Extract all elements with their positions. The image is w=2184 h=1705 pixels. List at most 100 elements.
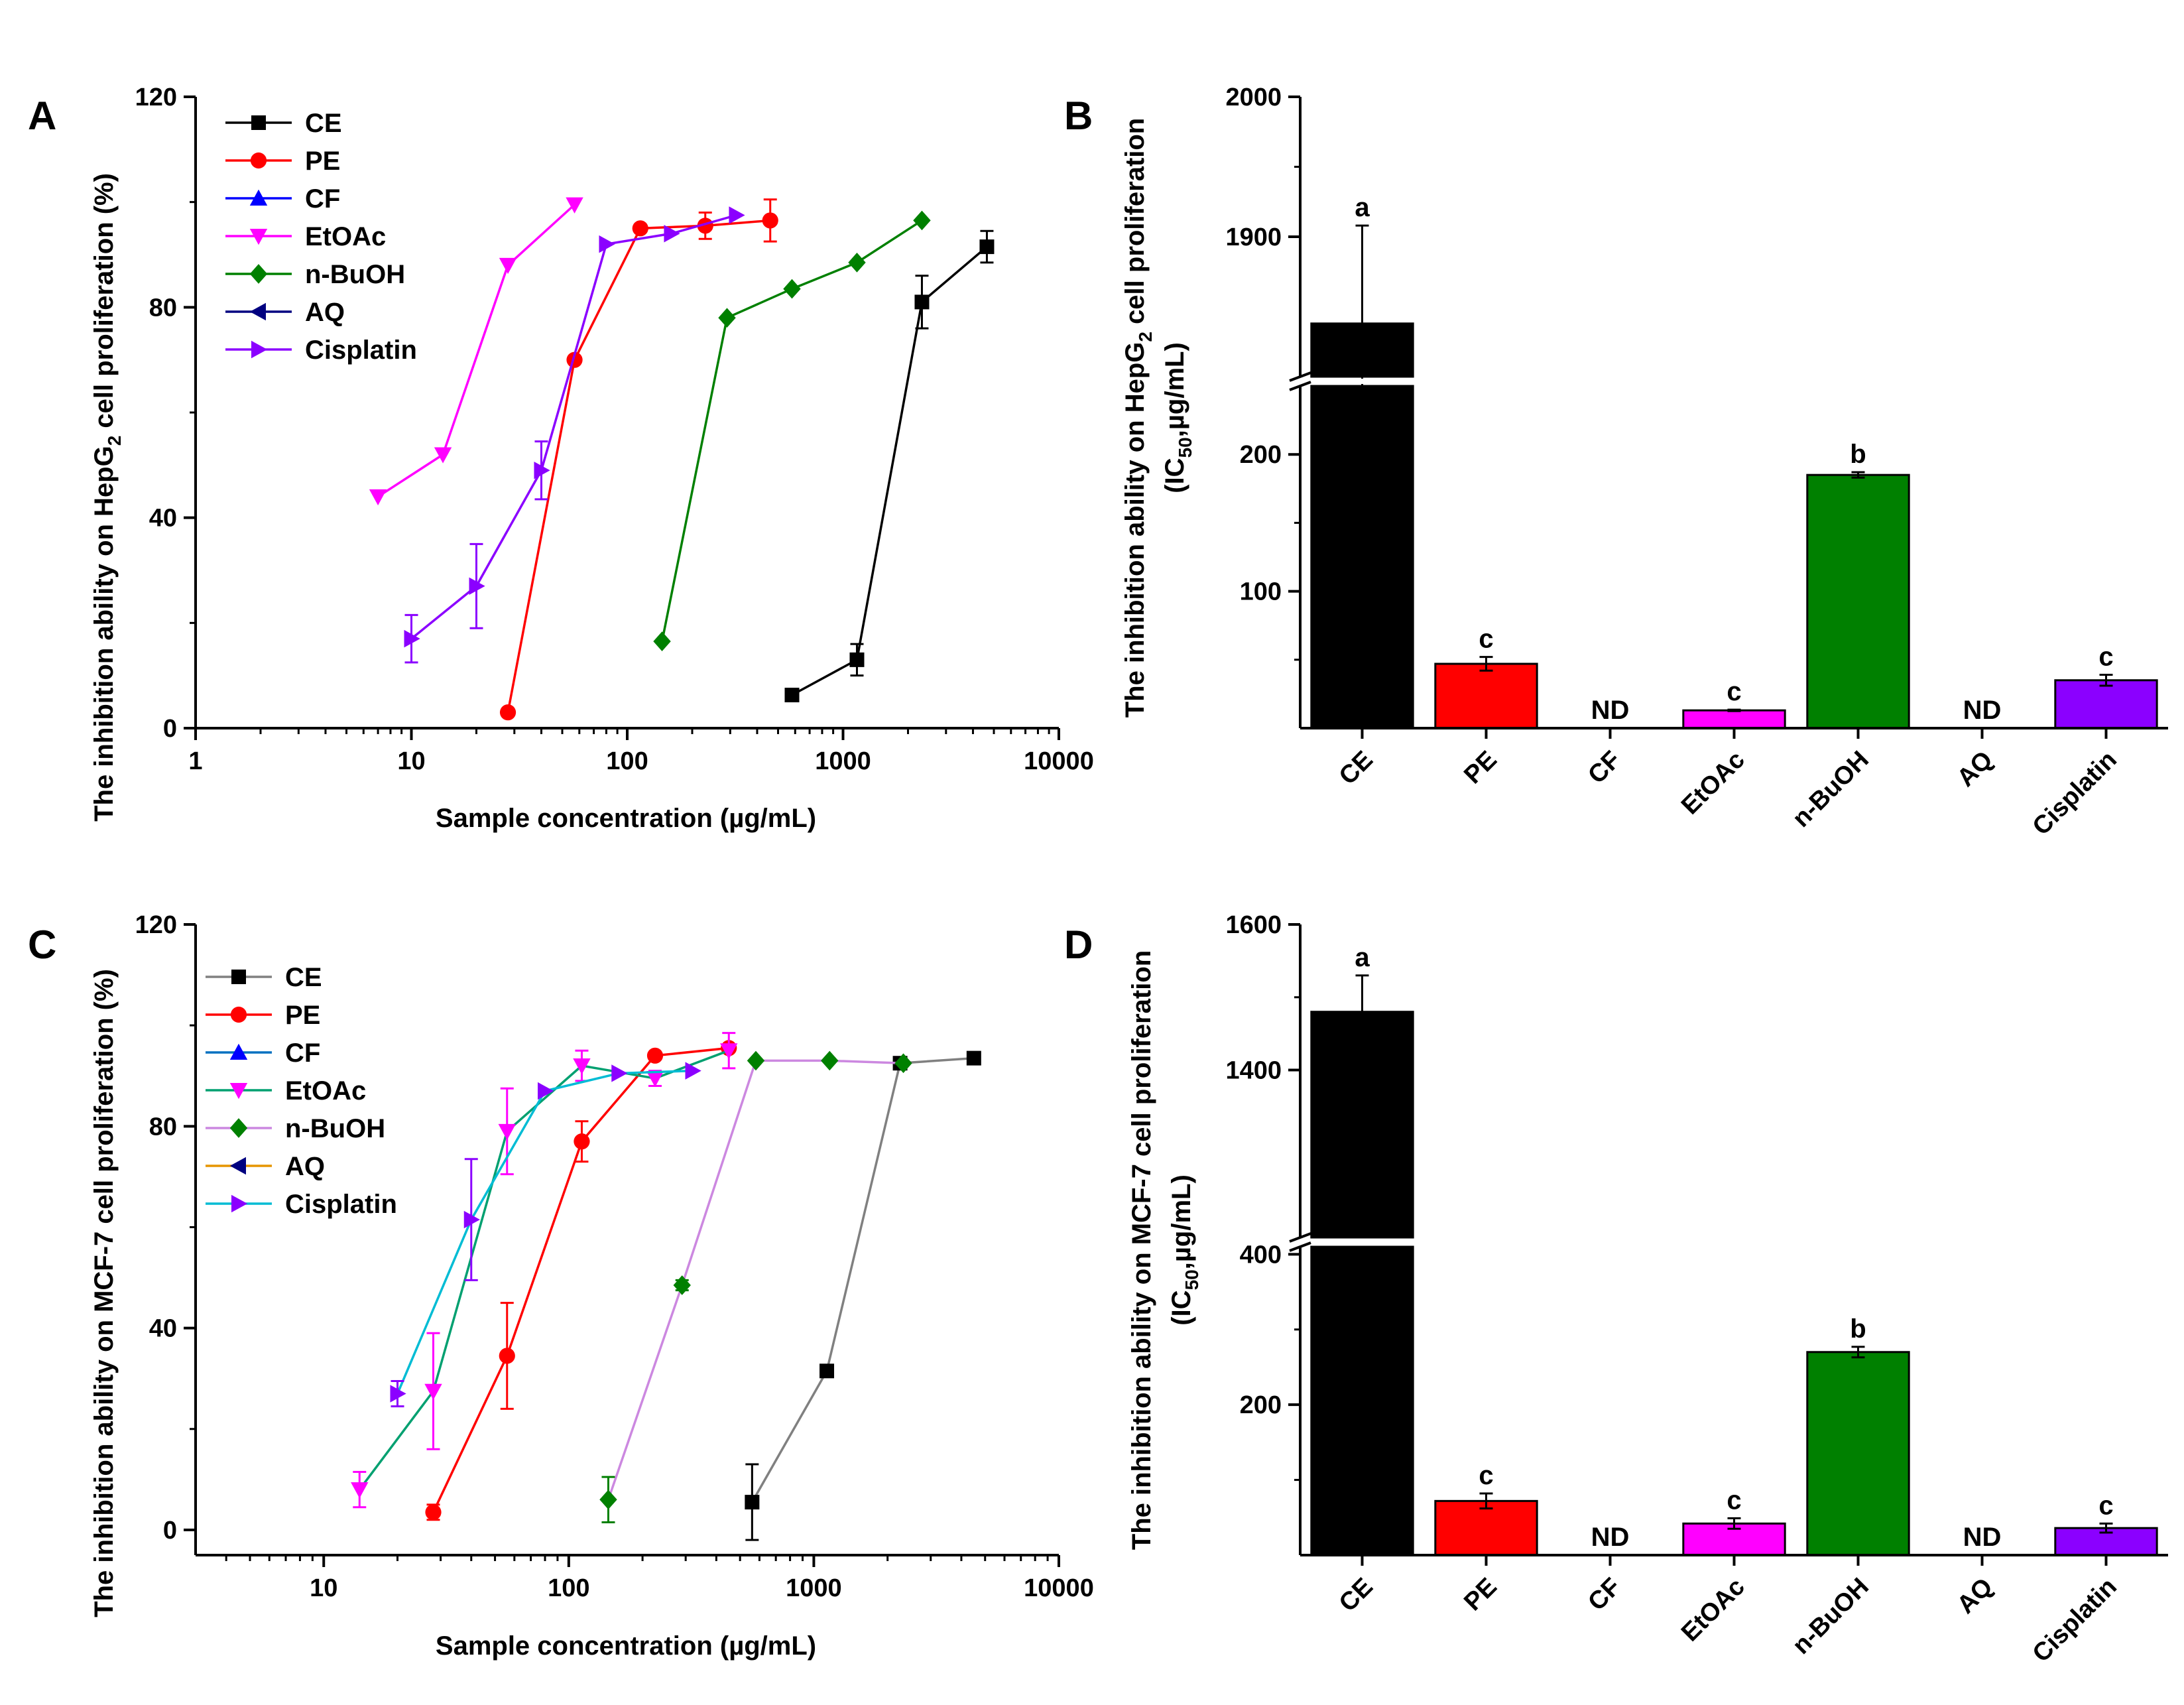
legend-marker-n-buoh	[229, 1118, 248, 1138]
panel-c-line-chart: C The inhibition ability on MCF-7 cell p…	[28, 911, 1094, 1661]
panel-c-label: C	[28, 922, 56, 967]
legend-label-etoac: EtOAc	[285, 1076, 366, 1105]
x-tick-label-ce: CE	[1334, 1573, 1378, 1617]
data-point-pe	[632, 220, 648, 237]
legend-marker-ce	[251, 115, 266, 130]
x-tick-label: 1000	[786, 1574, 842, 1602]
x-tick-label-aq: AQ	[1952, 1573, 1998, 1619]
nd-label-cf: ND	[1591, 696, 1630, 725]
panel-d-bar-chart: D The inhibition ability on MCF-7 cell p…	[1064, 911, 2168, 1668]
legend-label-n-buoh: n-BuOH	[285, 1114, 385, 1143]
y-tick-label: 40	[149, 1315, 177, 1343]
bar-etoac	[1682, 709, 1786, 729]
significance-label-ce: a	[1355, 193, 1370, 222]
series-line-cisplatin	[410, 214, 737, 640]
y-tick-label: 0	[163, 715, 177, 743]
legend-marker-etoac	[249, 229, 268, 245]
legend-marker-aq	[229, 1157, 246, 1175]
series-line-pe	[507, 219, 770, 713]
data-point-cisplatin	[664, 225, 680, 243]
y-tick-label: 1600	[1225, 911, 1282, 939]
data-point-cisplatin	[729, 206, 745, 224]
legend-marker-pe	[230, 1006, 247, 1023]
legend-marker-etoac	[229, 1083, 248, 1100]
significance-label-cisplatin: c	[2098, 1491, 2113, 1520]
data-point-pe	[762, 212, 778, 229]
significance-label-ce: a	[1355, 943, 1370, 972]
data-point-n-buoh	[599, 1489, 617, 1510]
legend-marker-n-buoh	[249, 264, 268, 284]
nd-label-aq: ND	[1963, 1523, 2002, 1552]
panel-b-ylabel-line2: (IC50,µg/mL)	[1160, 342, 1195, 493]
significance-label-etoac: c	[1727, 677, 1741, 706]
data-point-etoac	[351, 1482, 369, 1499]
legend-label-ce: CE	[305, 109, 342, 138]
data-point-cisplatin	[599, 235, 615, 253]
y-tick-label: 100	[1240, 578, 1282, 606]
y-tick-label: 200	[1240, 441, 1282, 469]
axis-break-mark	[1289, 1241, 1311, 1252]
data-point-ce	[966, 1050, 981, 1066]
data-point-cisplatin	[390, 1385, 406, 1403]
y-tick-label: 1400	[1225, 1057, 1282, 1085]
panel-a-xlabel: Sample concentration (µg/mL)	[436, 804, 816, 833]
x-tick-label-n-buoh: n-BuOH	[1788, 746, 1874, 833]
legend-marker-cisplatin	[251, 340, 268, 359]
legend-label-cf: CF	[285, 1039, 320, 1068]
significance-label-n-buoh: b	[1850, 440, 1866, 469]
data-point-etoac	[434, 447, 452, 464]
significance-label-n-buoh: b	[1850, 1314, 1866, 1344]
data-point-n-buoh	[718, 308, 736, 328]
data-point-cisplatin	[538, 1082, 554, 1100]
data-point-n-buoh	[747, 1050, 765, 1071]
x-tick-label-ce: CE	[1334, 746, 1378, 790]
data-point-ce	[914, 294, 930, 310]
axis-break-mark	[1289, 371, 1311, 382]
x-tick-label-cisplatin: Cisplatin	[2028, 746, 2122, 841]
y-tick-label: 120	[135, 84, 177, 111]
data-point-etoac	[566, 197, 583, 214]
bar-pe	[1434, 663, 1538, 729]
legend-marker-pe	[250, 152, 267, 169]
y-tick-label: 80	[149, 294, 177, 322]
x-tick-label-pe: PE	[1459, 746, 1502, 790]
nd-label-aq: ND	[1963, 696, 2002, 725]
panel-c-xlabel: Sample concentration (µg/mL)	[436, 1631, 816, 1661]
x-tick-label-cf: CF	[1583, 746, 1626, 790]
data-point-etoac	[498, 1123, 516, 1141]
bar-ce-upper	[1310, 1011, 1414, 1239]
legend-label-n-buoh: n-BuOH	[305, 260, 405, 289]
series-line-etoac	[377, 204, 576, 498]
x-tick-label: 10	[397, 747, 425, 775]
axis-break-gap	[1280, 379, 2168, 384]
x-tick-label-etoac: EtOAc	[1676, 746, 1750, 820]
data-point-etoac	[646, 1071, 664, 1088]
y-tick-label: 40	[149, 505, 177, 533]
data-point-ce	[849, 652, 865, 667]
bar-n-buoh	[1806, 474, 1910, 729]
panel-a-label: A	[28, 94, 56, 138]
panel-d-ylabel-line2: (IC50,µg/mL)	[1167, 1174, 1202, 1326]
x-tick-label-etoac: EtOAc	[1676, 1573, 1750, 1647]
panel-d-ylabel-line1: The inhibition ability on MCF-7 cell pro…	[1127, 950, 1156, 1550]
panel-b-bar-chart: B The inhibition ability on HepG2 cell p…	[1064, 84, 2168, 841]
x-tick-label: 100	[606, 747, 648, 775]
series-line-cisplatin	[396, 1069, 693, 1395]
x-tick-label: 1	[188, 747, 202, 775]
x-tick-label: 10	[310, 1574, 337, 1602]
y-tick-label: 120	[135, 911, 177, 939]
x-tick-label-pe: PE	[1459, 1573, 1502, 1617]
y-tick-label: 1900	[1225, 223, 1282, 251]
data-point-cisplatin	[469, 577, 485, 595]
data-point-cisplatin	[404, 629, 420, 648]
panel-b-ylabel-line1: The inhibition ability on HepG2 cell pro…	[1121, 118, 1156, 718]
significance-label-etoac: c	[1727, 1485, 1741, 1515]
bar-ce-lower	[1310, 385, 1414, 729]
data-point-etoac	[369, 489, 387, 506]
data-point-n-buoh	[783, 279, 801, 299]
legend-label-ce: CE	[285, 963, 322, 992]
axis-break-mark	[1289, 1232, 1311, 1243]
x-tick-label: 1000	[815, 747, 871, 775]
data-point-n-buoh	[821, 1050, 839, 1071]
data-point-ce	[745, 1495, 760, 1510]
